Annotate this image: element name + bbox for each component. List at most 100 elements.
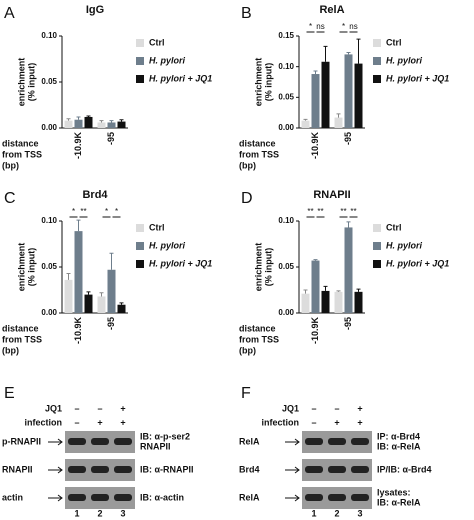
bar [74, 231, 83, 313]
bar [344, 227, 353, 313]
band [91, 494, 109, 501]
treatment-label: JQ1 [45, 403, 62, 413]
legend-label: Ctrl [386, 37, 402, 47]
y-axis-label: (% input) [263, 248, 273, 287]
error-bar [66, 272, 71, 280]
legend-swatch [136, 75, 144, 83]
treatment-sign: + [357, 403, 362, 413]
y-tick-label: 0.00 [41, 123, 57, 132]
row-label: RelA [239, 436, 260, 446]
significance-label: ** [340, 207, 346, 216]
error-bar [313, 259, 318, 261]
legend-swatch [136, 39, 144, 47]
bar [301, 293, 310, 313]
error-bar [86, 115, 91, 117]
bar [117, 304, 126, 313]
y-axis-label: (% input) [26, 63, 36, 102]
significance-label: * [105, 207, 108, 216]
error-bar [323, 45, 328, 62]
legend-label: H. pylori [386, 240, 423, 250]
antibody-label: IB: α-p-ser2 [140, 431, 190, 441]
legend-label: H. pylori + JQ1 [386, 73, 449, 83]
arrow [48, 494, 63, 502]
y-tick-label: 0.00 [278, 123, 294, 132]
chart-title: RNAPII [313, 189, 350, 201]
legend-label: H. pylori + JQ1 [149, 258, 212, 268]
error-bar [346, 52, 351, 55]
arrow [285, 438, 300, 446]
panel-letter: B [241, 5, 252, 22]
x-tick-label: -10.9K [73, 132, 83, 160]
bar [334, 117, 343, 128]
row-label: RNAPII [2, 464, 33, 474]
error-bar [76, 219, 81, 232]
y-tick-label: 0.00 [41, 308, 57, 317]
legend-label: H. pylori [149, 55, 186, 65]
treatment-sign: – [334, 403, 339, 413]
arrow [48, 466, 63, 474]
treatment-label: JQ1 [282, 403, 299, 413]
band [114, 438, 132, 445]
error-bar [313, 70, 318, 75]
x-axis-label: from TSS [239, 149, 279, 159]
y-tick-label: 0.10 [278, 62, 294, 71]
band [68, 466, 86, 473]
legend-label: H. pylori [386, 55, 423, 65]
error-bar [109, 252, 114, 270]
x-axis-label: distance [239, 138, 276, 148]
error-bar [336, 113, 341, 118]
bar [321, 61, 330, 129]
legend-swatch [373, 57, 381, 65]
significance-label: ns [316, 22, 324, 31]
lane-number: 2 [97, 508, 102, 518]
significance-label: * [342, 22, 345, 31]
bar [354, 63, 363, 128]
row-label: p-RNAPII [2, 436, 41, 446]
error-bar [66, 118, 71, 121]
bar [334, 291, 343, 313]
panel-letter: A [4, 5, 15, 22]
x-axis-label: (bp) [239, 345, 256, 355]
bar [117, 121, 126, 128]
error-bar [119, 302, 124, 305]
x-axis-label: (bp) [2, 160, 19, 170]
bar [344, 54, 353, 128]
x-axis-label: (bp) [239, 160, 256, 170]
legend-swatch [136, 260, 144, 268]
legend-swatch [373, 39, 381, 47]
y-axis-label: (% input) [26, 248, 36, 287]
error-bar [356, 38, 361, 64]
significance-label: * [309, 22, 312, 31]
bar [107, 122, 116, 128]
y-axis-label: enrichment [16, 243, 26, 292]
significance-label: * [115, 207, 118, 216]
significance-label: ** [317, 207, 323, 216]
y-tick-label: 0.10 [41, 31, 57, 40]
band [305, 494, 323, 501]
bar [311, 260, 320, 313]
bar [321, 290, 330, 313]
arrow [48, 438, 63, 446]
y-tick-label: 0.10 [41, 216, 57, 225]
treatment-sign: – [97, 403, 102, 413]
x-tick-label: -10.9K [310, 317, 320, 345]
row-label: Brd4 [239, 464, 260, 474]
error-bar [336, 290, 341, 292]
antibody-label: IB: α-RNAPII [140, 464, 194, 474]
bar [64, 279, 73, 313]
antibody-label: IB: α-actin [140, 492, 184, 502]
arrow [285, 466, 300, 474]
x-axis-label: from TSS [2, 149, 42, 159]
y-axis-label: enrichment [16, 58, 26, 107]
treatment-label: infection [25, 417, 63, 427]
bar [64, 120, 73, 128]
legend-swatch [136, 57, 144, 65]
lane-number: 2 [334, 508, 339, 518]
significance-label: ** [80, 207, 86, 216]
x-axis-label: distance [2, 138, 39, 148]
